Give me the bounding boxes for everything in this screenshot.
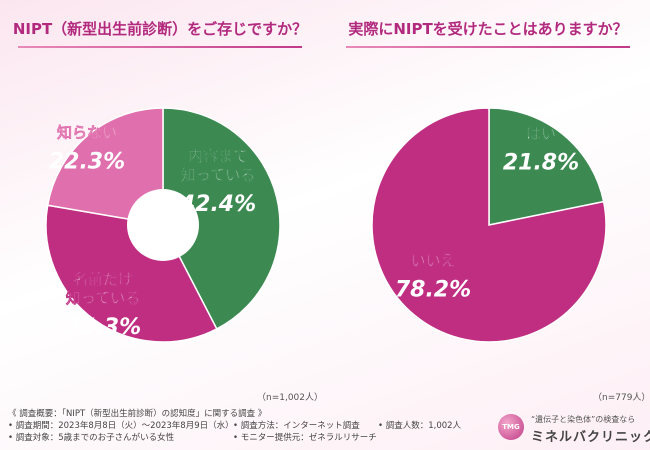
pie-0-label-2-line-0: 知らない xyxy=(57,124,117,142)
pie-0-donut-hole xyxy=(127,189,199,261)
chart-title-right: 実際にNIPTを受けたことはありますか？ xyxy=(338,8,638,48)
pie-1-slice-0 xyxy=(488,107,605,226)
sample-size-right: （n=779人） xyxy=(593,393,650,403)
pie-0-value-1: 35.3% xyxy=(65,315,141,340)
chart-title-left: NIPT（新型出生前診断）をご存じですか？ xyxy=(10,8,310,48)
survey-count: • 調査人数：1,002人 xyxy=(378,421,462,431)
survey-method: • 調査方法：インターネット調査 xyxy=(233,421,360,431)
pie-0-slice-0 xyxy=(162,107,281,330)
pie-0-slice-1 xyxy=(45,204,218,343)
survey-footer: 《 調査概要：「NIPT（新型出生前診断）の認知度」に関する調査 》 • 調査期… xyxy=(8,408,508,444)
pie-1-label-0-line-0: はい xyxy=(526,125,556,143)
pie-0-label-1-line-1: 知っている xyxy=(66,289,140,307)
pie-1-label-1-line-0: いいえ xyxy=(410,252,455,270)
pie-0-slice-2 xyxy=(46,107,164,226)
pie-0-label-0-line-0: 内容まで xyxy=(188,147,248,165)
logo-tagline: “遺伝子と染色体”の検査なら xyxy=(531,415,636,424)
pie-0-value-2: 22.3% xyxy=(49,150,125,175)
survey-provider: • モニター提供元：ゼネラルリサーチ xyxy=(233,433,377,443)
sample-size-left: （n=1,002人） xyxy=(257,393,324,403)
survey-overview: 《 調査概要：「NIPT（新型出生前診断）の認知度」に関する調査 》 xyxy=(8,409,267,419)
logo-mark-icon: TMG xyxy=(498,414,524,440)
pie-0-label-0-line-1: 知っている xyxy=(181,166,255,184)
survey-target: • 調査対象：5歳までのお子さんがいる女性 xyxy=(8,433,175,443)
clinic-logo[interactable]: TMG “遺伝子と染色体”の検査なら ミネルバクリニック xyxy=(498,412,650,448)
pie-1-slice-1 xyxy=(371,107,607,343)
survey-period: • 調査期間：2023年8月8日（火）～2023年8月9日（水） xyxy=(8,421,234,431)
pie-0-label-1-line-0: 名前だけ xyxy=(73,270,133,288)
pie-1-value-0: 21.8% xyxy=(503,151,579,176)
pie-1-value-1: 78.2% xyxy=(395,278,471,303)
logo-name: ミネルバクリニック xyxy=(531,430,650,445)
